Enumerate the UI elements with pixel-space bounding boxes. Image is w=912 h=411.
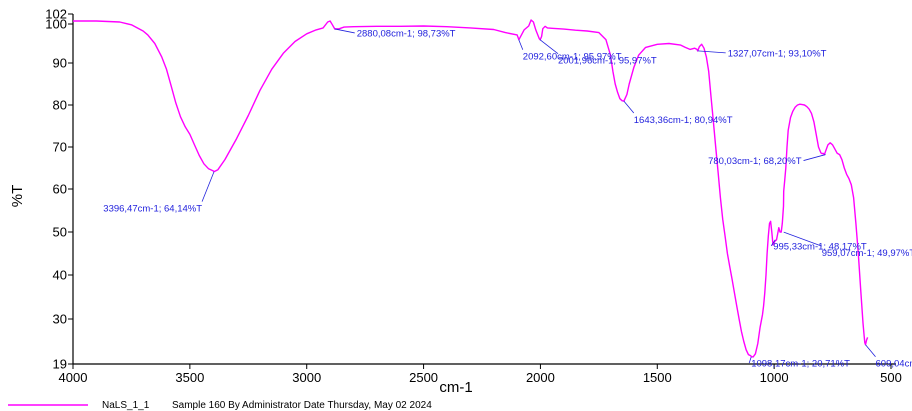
peak-annotation-label: 1327,07cm-1; 93,10%T: [728, 48, 827, 59]
legend-description: Sample 160 By Administrator Date Thursda…: [172, 400, 432, 411]
peak-annotation-label: 2092,60cm-1; 95,97%T: [523, 52, 622, 63]
annotation-leader: [865, 344, 876, 357]
peak-annotation-label: 609,04cm-1; 23,71%T: [876, 359, 912, 370]
legend-series-name: NaLS_1_1: [102, 400, 150, 411]
annotation-leader: [518, 39, 524, 50]
series-layer: [73, 19, 869, 358]
y-tick-label: 50: [53, 225, 67, 240]
peak-annotations: 3396,47cm-1; 64,14%T 2880,08cm-1; 98,73%T…: [103, 28, 912, 369]
y-tick-label: 19: [53, 357, 67, 372]
y-tick-label: 102: [45, 7, 67, 22]
y-tick-label: 30: [53, 312, 67, 327]
y-tick-label: 100: [45, 17, 67, 32]
x-tick-label: 1000: [760, 370, 789, 385]
x-tick-label: 3500: [175, 370, 204, 385]
peak-annotation-label: 3396,47cm-1; 64,14%T: [103, 204, 202, 215]
annotation-leader: [803, 154, 826, 161]
y-tick-label: 90: [53, 56, 67, 71]
peak-annotation-label: 995,33cm-1; 48,17%T: [773, 241, 867, 252]
annotation-leader: [201, 171, 215, 202]
x-tick-label: 3000: [292, 370, 321, 385]
x-axis-title: cm-1: [439, 379, 472, 396]
annotation-leader: [539, 39, 559, 55]
x-tick-label: 1500: [643, 370, 672, 385]
peak-annotation-label: 2880,08cm-1; 98,73%T: [357, 28, 456, 39]
x-tick-label: 2000: [526, 370, 555, 385]
annotation-leader: [623, 100, 635, 114]
peak-annotation-label: 1098,17cm-1; 20,71%T: [751, 359, 850, 370]
annotation-leader: [697, 50, 726, 54]
y-tick-label: 40: [53, 268, 67, 283]
x-tick-label: 4000: [59, 370, 88, 385]
annotation-leader: [748, 356, 752, 364]
x-tick-label: 500: [880, 370, 902, 385]
annotation-leader: [770, 239, 776, 247]
x-tick-label: 2500: [409, 370, 438, 385]
y-tick-label: 60: [53, 182, 67, 197]
y-tick-label: 80: [53, 98, 67, 113]
y-axis-title: %T: [9, 185, 26, 208]
annotation-leader: [334, 28, 355, 34]
peak-annotation-label: 959,07cm-1; 49,97%T: [822, 248, 912, 259]
y-tick-label: 70: [53, 140, 67, 155]
peak-annotation-label: 1643,36cm-1; 80,94%T: [634, 115, 733, 126]
peak-annotation-label: 780,03cm-1; 68,20%T: [708, 156, 802, 167]
annotation-leader: [783, 231, 822, 247]
peak-annotation-label: 2001,96cm-1; 95,97%T: [558, 56, 657, 67]
spectrum-line: [73, 19, 869, 358]
legend: NaLS_1_1 Sample 160 By Administrator Date…: [8, 400, 432, 411]
